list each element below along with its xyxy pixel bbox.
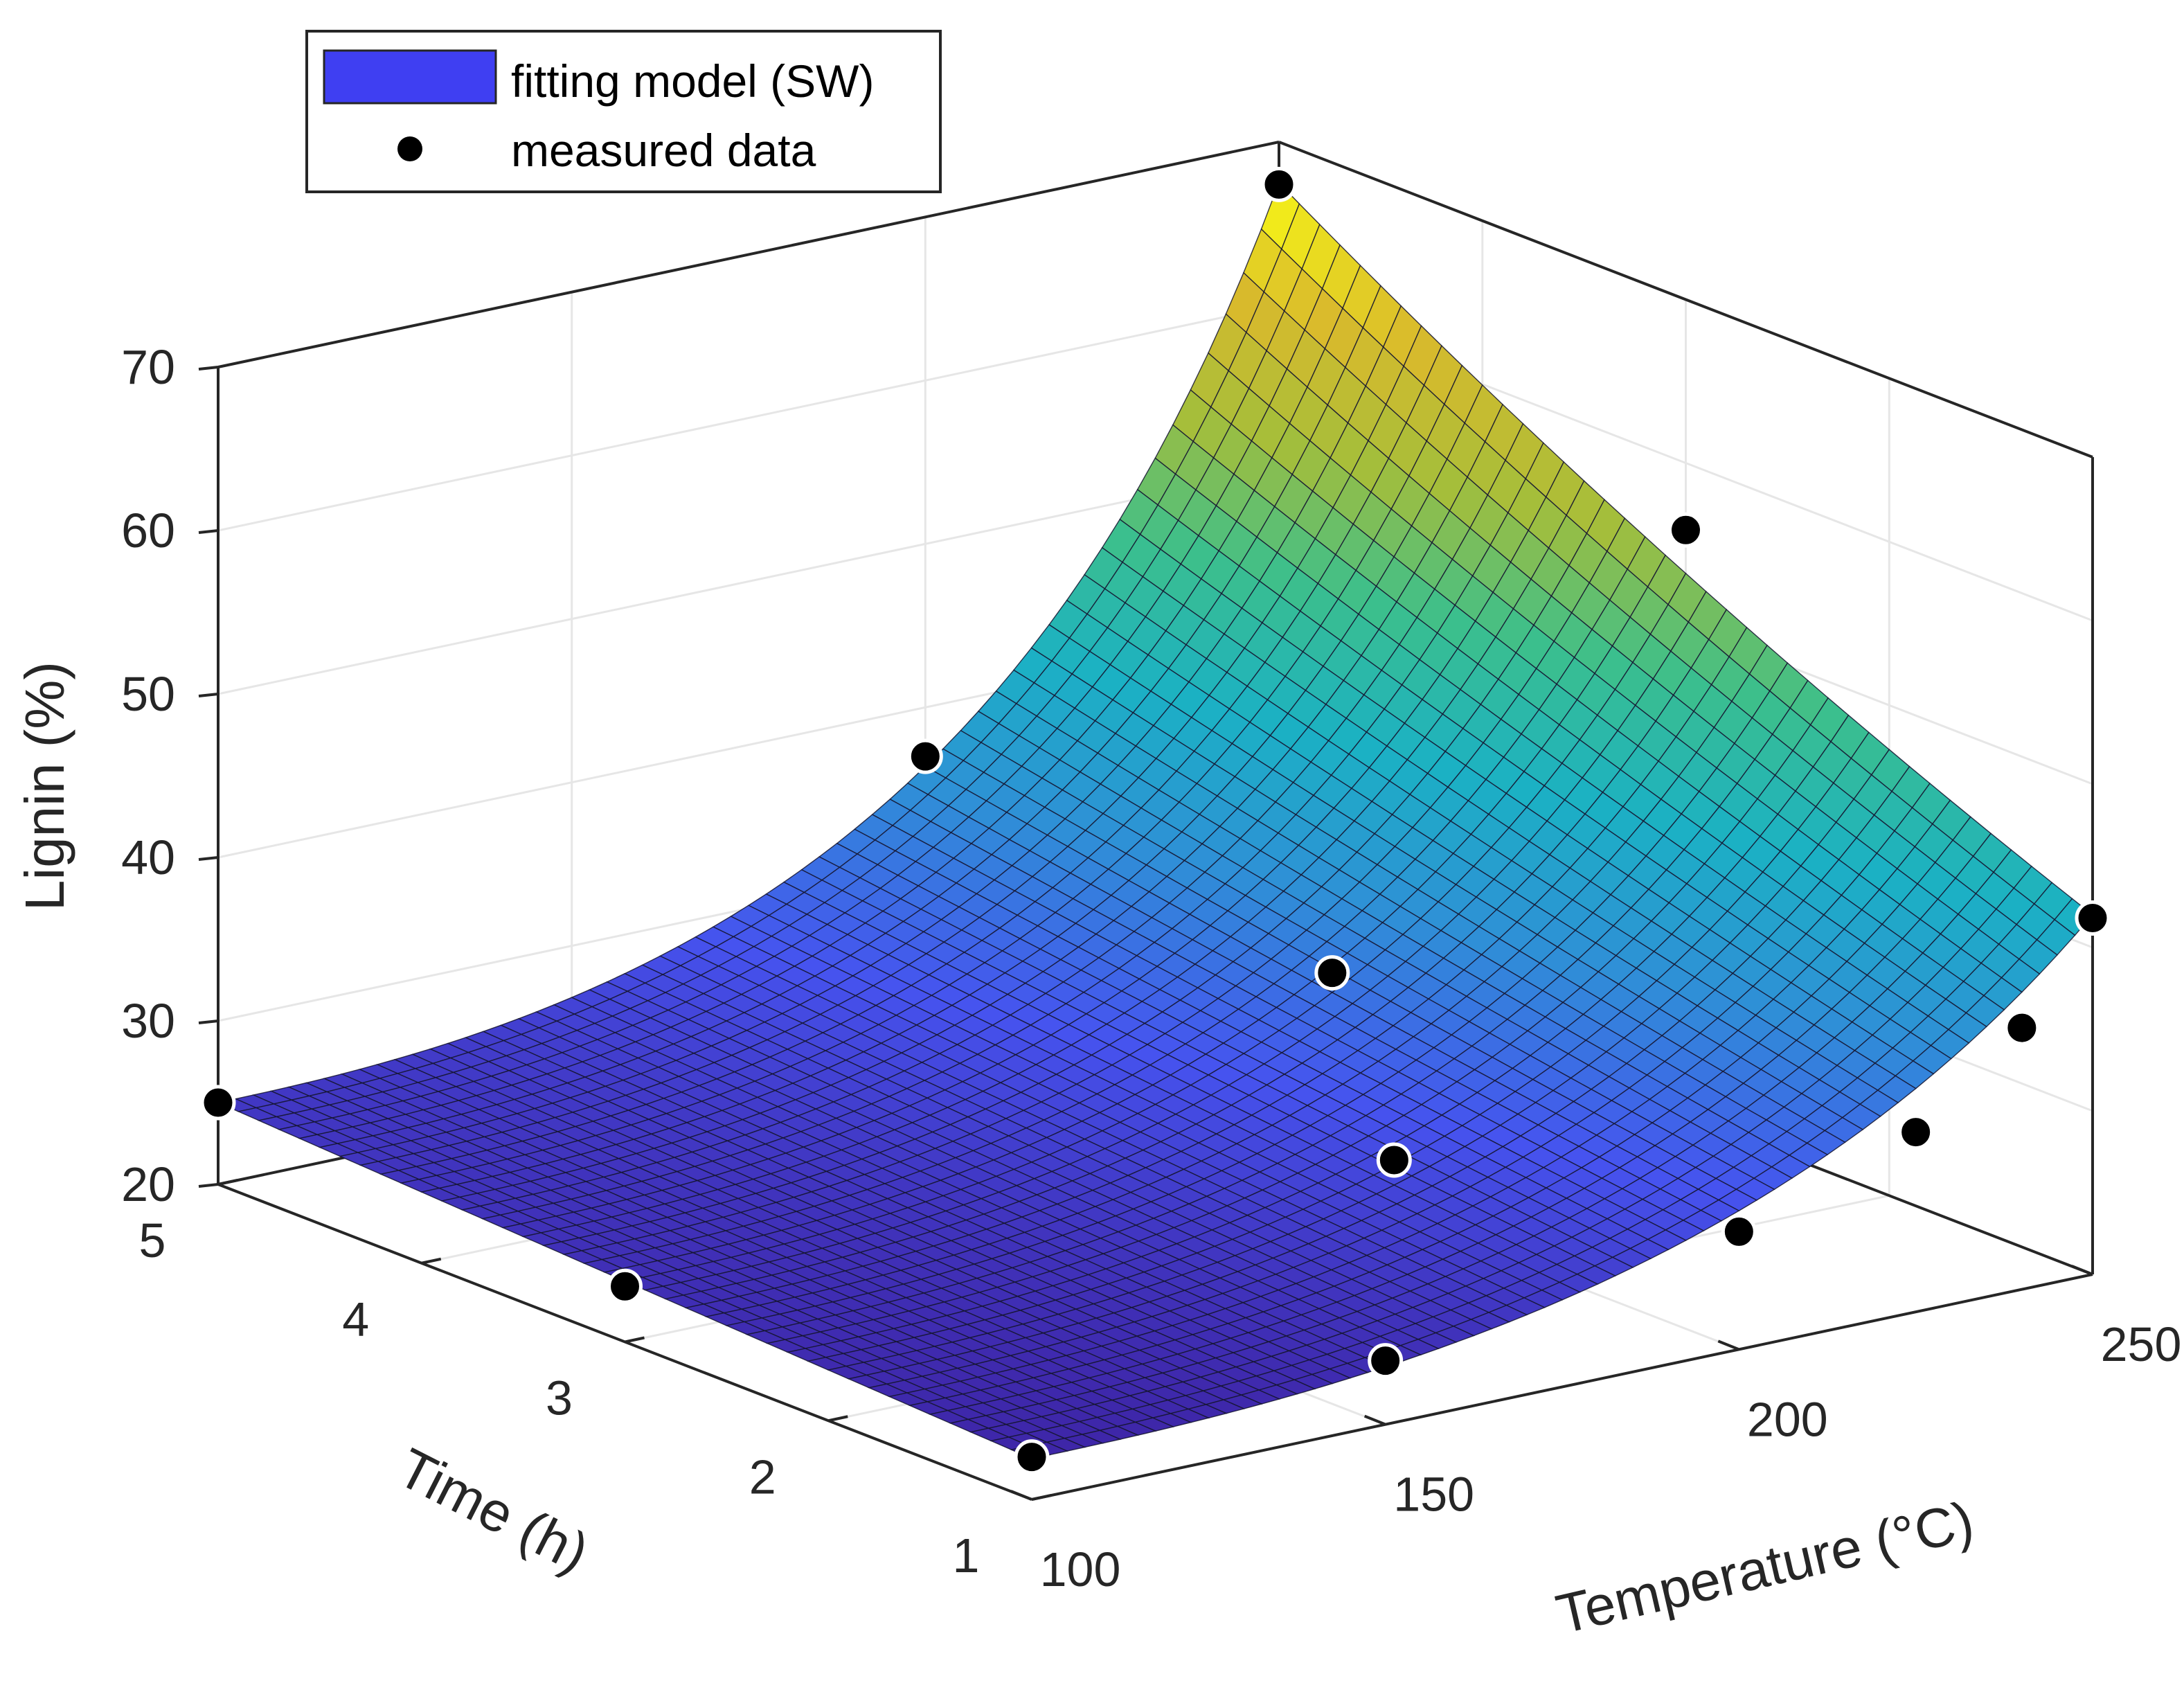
z-tick	[198, 693, 219, 697]
legend-surface-swatch	[323, 49, 497, 105]
y-tick	[421, 1257, 442, 1265]
measured-point	[2004, 1010, 2040, 1046]
z-tick-label: 60	[121, 504, 175, 558]
x-tick	[2071, 1265, 2093, 1276]
measured-point	[1721, 1213, 1757, 1249]
measured-point	[607, 1268, 643, 1304]
z-tick	[198, 856, 219, 861]
y-tick	[827, 1415, 848, 1423]
measured-point	[907, 738, 943, 774]
x-tick	[1717, 1339, 1740, 1351]
measured-point	[1898, 1114, 1934, 1150]
measured-point	[200, 1085, 236, 1121]
z-tick-label: 70	[121, 340, 175, 394]
legend-entry-measured: measured data	[511, 125, 816, 176]
measured-point	[1014, 1439, 1050, 1475]
measured-point	[1368, 1343, 1404, 1379]
legend-entry-surface: fitting model (SW)	[511, 55, 874, 107]
measured-points	[200, 166, 2111, 1475]
z-tick-label: 30	[121, 994, 175, 1048]
measured-point	[1261, 166, 1297, 202]
z-axis-title: Lignin (%)	[14, 661, 75, 911]
z-tick	[198, 366, 219, 371]
box-edge	[1278, 141, 2093, 458]
y-tick	[625, 1336, 645, 1344]
legend: fitting model (SW) measured data	[305, 30, 942, 193]
y-tick	[1031, 1494, 1052, 1501]
measured-point	[1376, 1142, 1412, 1178]
x-tick	[1010, 1490, 1032, 1501]
box-edge	[217, 141, 1280, 368]
z-tick	[198, 1183, 219, 1188]
x-tick-label: 100	[1040, 1542, 1121, 1596]
measured-point	[2075, 900, 2111, 936]
box-edge	[1031, 1273, 2093, 1501]
legend-marker-dot	[397, 136, 422, 161]
y-tick-label: 5	[139, 1213, 166, 1267]
fitted-surface	[216, 181, 2094, 1459]
x-tick-label: 200	[1747, 1392, 1828, 1446]
y-tick-label: 4	[342, 1292, 369, 1346]
measured-point	[1668, 512, 1703, 548]
z-tick-label: 20	[121, 1157, 175, 1211]
x-tick	[1363, 1414, 1386, 1426]
x-tick-label: 150	[1393, 1468, 1474, 1522]
z-tick-label: 50	[121, 667, 175, 721]
z-tick	[198, 1019, 219, 1024]
y-tick-label: 2	[749, 1450, 776, 1504]
x-tick-label: 250	[2101, 1317, 2182, 1371]
y-tick	[217, 1179, 238, 1186]
y-tick-label: 1	[953, 1529, 980, 1583]
tick-labels: 20 30 40 50 60 70 100 150 200 250 1 2 3 4 5	[121, 340, 2181, 1596]
measured-point	[1314, 955, 1350, 991]
y-tick-label: 3	[546, 1371, 573, 1425]
z-tick	[198, 529, 219, 534]
z-tick-label: 40	[121, 830, 175, 884]
